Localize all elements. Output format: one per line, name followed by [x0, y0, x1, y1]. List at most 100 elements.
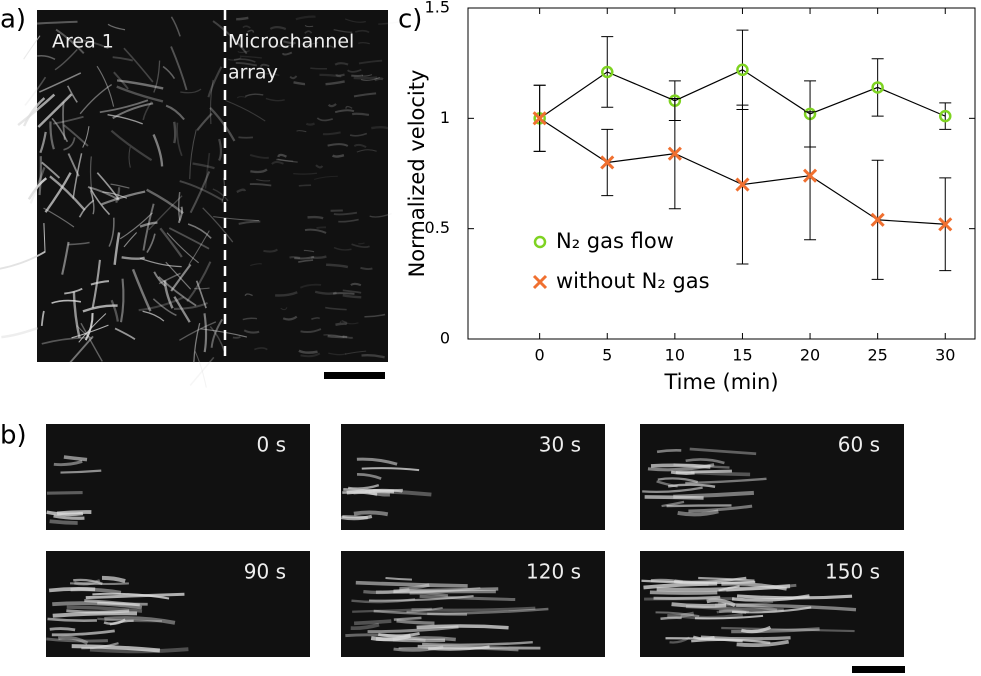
texture [650, 463, 711, 469]
x-tick-label: 25 [867, 346, 887, 365]
x-tick-label: 0 [535, 346, 545, 365]
texture [680, 612, 743, 620]
texture [721, 626, 855, 633]
x-tick-label: 20 [800, 346, 820, 365]
texture [353, 510, 389, 517]
texture [642, 486, 703, 493]
texture [242, 25, 251, 29]
texture [168, 227, 210, 250]
texture [344, 18, 367, 23]
texture [378, 631, 420, 638]
marker [938, 217, 953, 232]
texture [700, 635, 791, 641]
texture [740, 625, 772, 634]
texture [301, 41, 319, 46]
texture [353, 76, 378, 80]
texture [661, 500, 685, 508]
texture [393, 587, 499, 593]
texture [641, 579, 756, 584]
texture [62, 101, 66, 140]
texture [239, 55, 262, 59]
texture [210, 318, 223, 348]
texture [119, 278, 125, 323]
texture [299, 283, 322, 289]
texture [719, 609, 747, 615]
texture [236, 95, 247, 99]
texture [311, 317, 321, 320]
texture [51, 629, 115, 637]
texture [667, 483, 716, 488]
texture [37, 93, 73, 128]
error-bar [939, 102, 952, 130]
texture [96, 65, 115, 107]
marker [802, 168, 818, 183]
texture [207, 66, 223, 98]
texture [79, 84, 113, 115]
texture [228, 56, 242, 61]
texture [347, 484, 380, 490]
texture [416, 624, 509, 630]
texture [113, 232, 121, 265]
time-label: 60 s [838, 433, 880, 457]
texture [110, 183, 130, 189]
texture [335, 322, 348, 326]
marker [871, 81, 884, 94]
texture [104, 616, 176, 625]
texture [374, 77, 384, 82]
texture [272, 43, 295, 47]
texture [666, 504, 732, 508]
texture [53, 514, 85, 520]
texture [310, 67, 328, 70]
texture [52, 611, 138, 618]
texture [280, 307, 288, 311]
y-tick-label: 0 [440, 329, 450, 348]
y-tick-label: 1.5 [425, 0, 450, 17]
texture [256, 178, 271, 182]
texture [361, 467, 420, 472]
texture [131, 268, 152, 312]
texture [41, 161, 61, 179]
texture [82, 304, 118, 313]
texture [263, 248, 279, 253]
x-tick-label: 10 [665, 346, 685, 365]
texture [373, 609, 468, 616]
time-label: 0 s [256, 433, 286, 457]
texture [304, 30, 313, 34]
texture [73, 578, 103, 585]
texture [119, 212, 153, 240]
texture [422, 640, 533, 647]
texture [53, 115, 84, 125]
texture [37, 54, 56, 61]
texture [331, 154, 345, 158]
texture [660, 616, 682, 620]
texture [370, 633, 412, 642]
texture [351, 598, 416, 604]
texture [656, 584, 791, 592]
texture [690, 470, 751, 477]
texture [254, 347, 268, 351]
texture [63, 455, 88, 462]
texture [142, 101, 153, 121]
texture [281, 51, 293, 56]
texture [110, 129, 153, 162]
texture [332, 292, 355, 295]
texture [203, 313, 208, 353]
texture [360, 76, 381, 81]
texture [334, 109, 355, 114]
texture [152, 298, 177, 317]
texture [159, 227, 183, 258]
error-bar [601, 36, 614, 108]
texture [371, 125, 390, 130]
texture [736, 639, 790, 647]
texture [84, 313, 94, 341]
texture [360, 266, 373, 271]
texture [49, 627, 76, 632]
texture [265, 97, 285, 102]
texture [209, 79, 214, 125]
y-axis-label: Normalized velocity [405, 70, 429, 278]
texture [355, 580, 468, 588]
texture [277, 158, 298, 163]
texture [271, 161, 284, 165]
texture [316, 117, 333, 122]
texture [358, 242, 365, 245]
